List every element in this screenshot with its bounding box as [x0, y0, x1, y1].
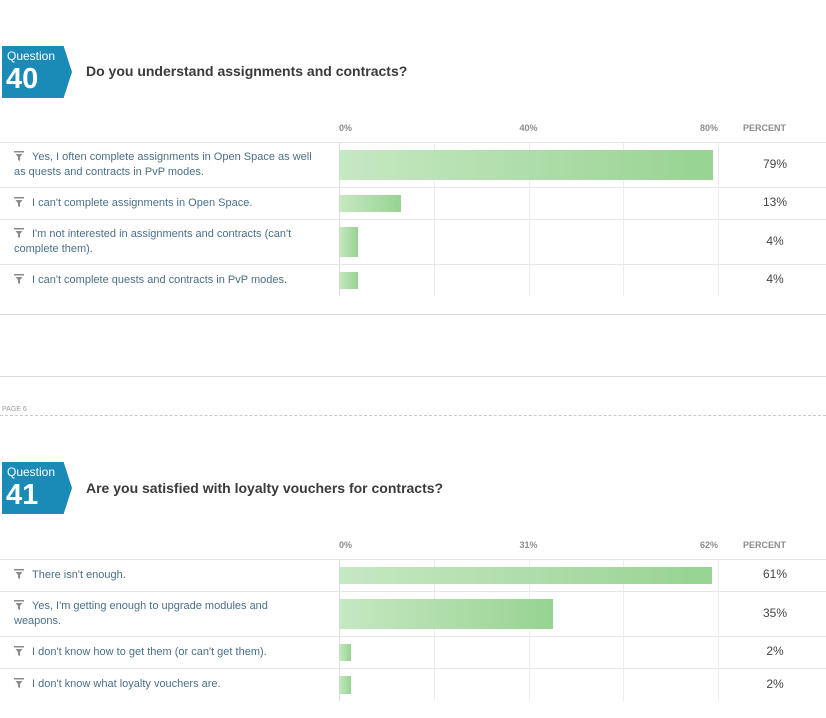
row-label: I don't know what loyalty vouchers are. — [14, 677, 314, 692]
data-label: 4% — [766, 272, 784, 286]
bar — [339, 227, 358, 257]
section-divider — [0, 314, 826, 315]
page-break-line — [0, 415, 826, 416]
data-label: 2% — [766, 676, 784, 691]
row-label-text: I can't complete assignments in Open Spa… — [32, 197, 253, 209]
data-label: 79% — [762, 156, 788, 171]
percent-header: PERCENT — [743, 123, 787, 133]
row-label: I'm not interested in assignments and co… — [14, 227, 314, 257]
table-row — [0, 636, 826, 669]
row-label: Yes, I'm getting enough to upgrade modul… — [14, 599, 314, 629]
question-word: Question — [7, 49, 56, 63]
row-label-text: I can't complete quests and contracts in… — [32, 274, 288, 286]
filter-icon — [14, 599, 24, 614]
filter-icon — [14, 568, 24, 583]
table-row — [0, 591, 826, 637]
gridline — [528, 559, 530, 701]
data-label: 35% — [762, 605, 788, 620]
filter-icon — [14, 645, 24, 660]
table-row — [0, 668, 826, 702]
question-badge: Question 41 — [2, 462, 72, 514]
page-divider — [0, 376, 826, 377]
row-label: There isn't enough. — [14, 568, 314, 583]
table-row — [0, 219, 826, 265]
filter-icon — [14, 227, 24, 242]
filter-icon — [14, 196, 24, 211]
data-label: 4% — [766, 233, 784, 248]
bar — [339, 644, 352, 661]
question-word: Question — [7, 465, 56, 479]
data-label: 13% — [762, 195, 788, 209]
table-row — [0, 264, 826, 297]
row-label-text: I'm not interested in assignments and co… — [14, 228, 292, 255]
table-row — [0, 142, 826, 188]
question-number: 41 — [6, 479, 39, 511]
data-label: 61% — [762, 567, 788, 581]
bar — [339, 195, 401, 212]
bar — [339, 150, 714, 180]
axis-tick-label: 0% — [339, 123, 353, 133]
data-label: 2% — [766, 644, 784, 658]
row-label: I don't know how to get them (or can't g… — [14, 645, 314, 660]
question-title: Are you satisfied with loyalty vouchers … — [86, 480, 444, 496]
bar — [339, 599, 553, 629]
filter-icon — [14, 677, 24, 692]
axis-tick-label: 0% — [339, 540, 353, 550]
question-title: Do you understand assignments and contra… — [86, 63, 408, 79]
filter-icon — [14, 273, 24, 288]
gridline — [433, 559, 435, 701]
bar — [339, 272, 358, 289]
percent-header: PERCENT — [743, 540, 787, 550]
table-row — [0, 559, 826, 592]
gridline — [623, 559, 625, 701]
bar — [339, 567, 712, 584]
axis-tick-label: 40% — [519, 123, 538, 133]
question-badge: Question 40 — [2, 46, 72, 98]
axis-tick-label: 31% — [519, 540, 538, 550]
row-label-text: I don't know what loyalty vouchers are. — [32, 678, 221, 690]
gridline — [718, 559, 719, 701]
row-label: I can't complete assignments in Open Spa… — [14, 196, 314, 211]
row-label-text: I don't know how to get them (or can't g… — [32, 646, 267, 658]
gridline — [339, 559, 340, 701]
row-label-text: There isn't enough. — [32, 569, 126, 581]
table-row — [0, 187, 826, 220]
row-label: I can't complete quests and contracts in… — [14, 273, 314, 288]
axis-tick-label: 62% — [700, 540, 719, 550]
page-label: PAGE 6 — [2, 406, 27, 413]
bar — [339, 676, 352, 694]
row-label-text: Yes, I often complete assignments in Ope… — [14, 151, 312, 178]
filter-icon — [14, 150, 24, 165]
row-label-text: Yes, I'm getting enough to upgrade modul… — [14, 600, 268, 627]
row-label: Yes, I often complete assignments in Ope… — [14, 150, 314, 180]
axis-tick-label: 80% — [700, 123, 719, 133]
question-number: 40 — [6, 63, 39, 95]
